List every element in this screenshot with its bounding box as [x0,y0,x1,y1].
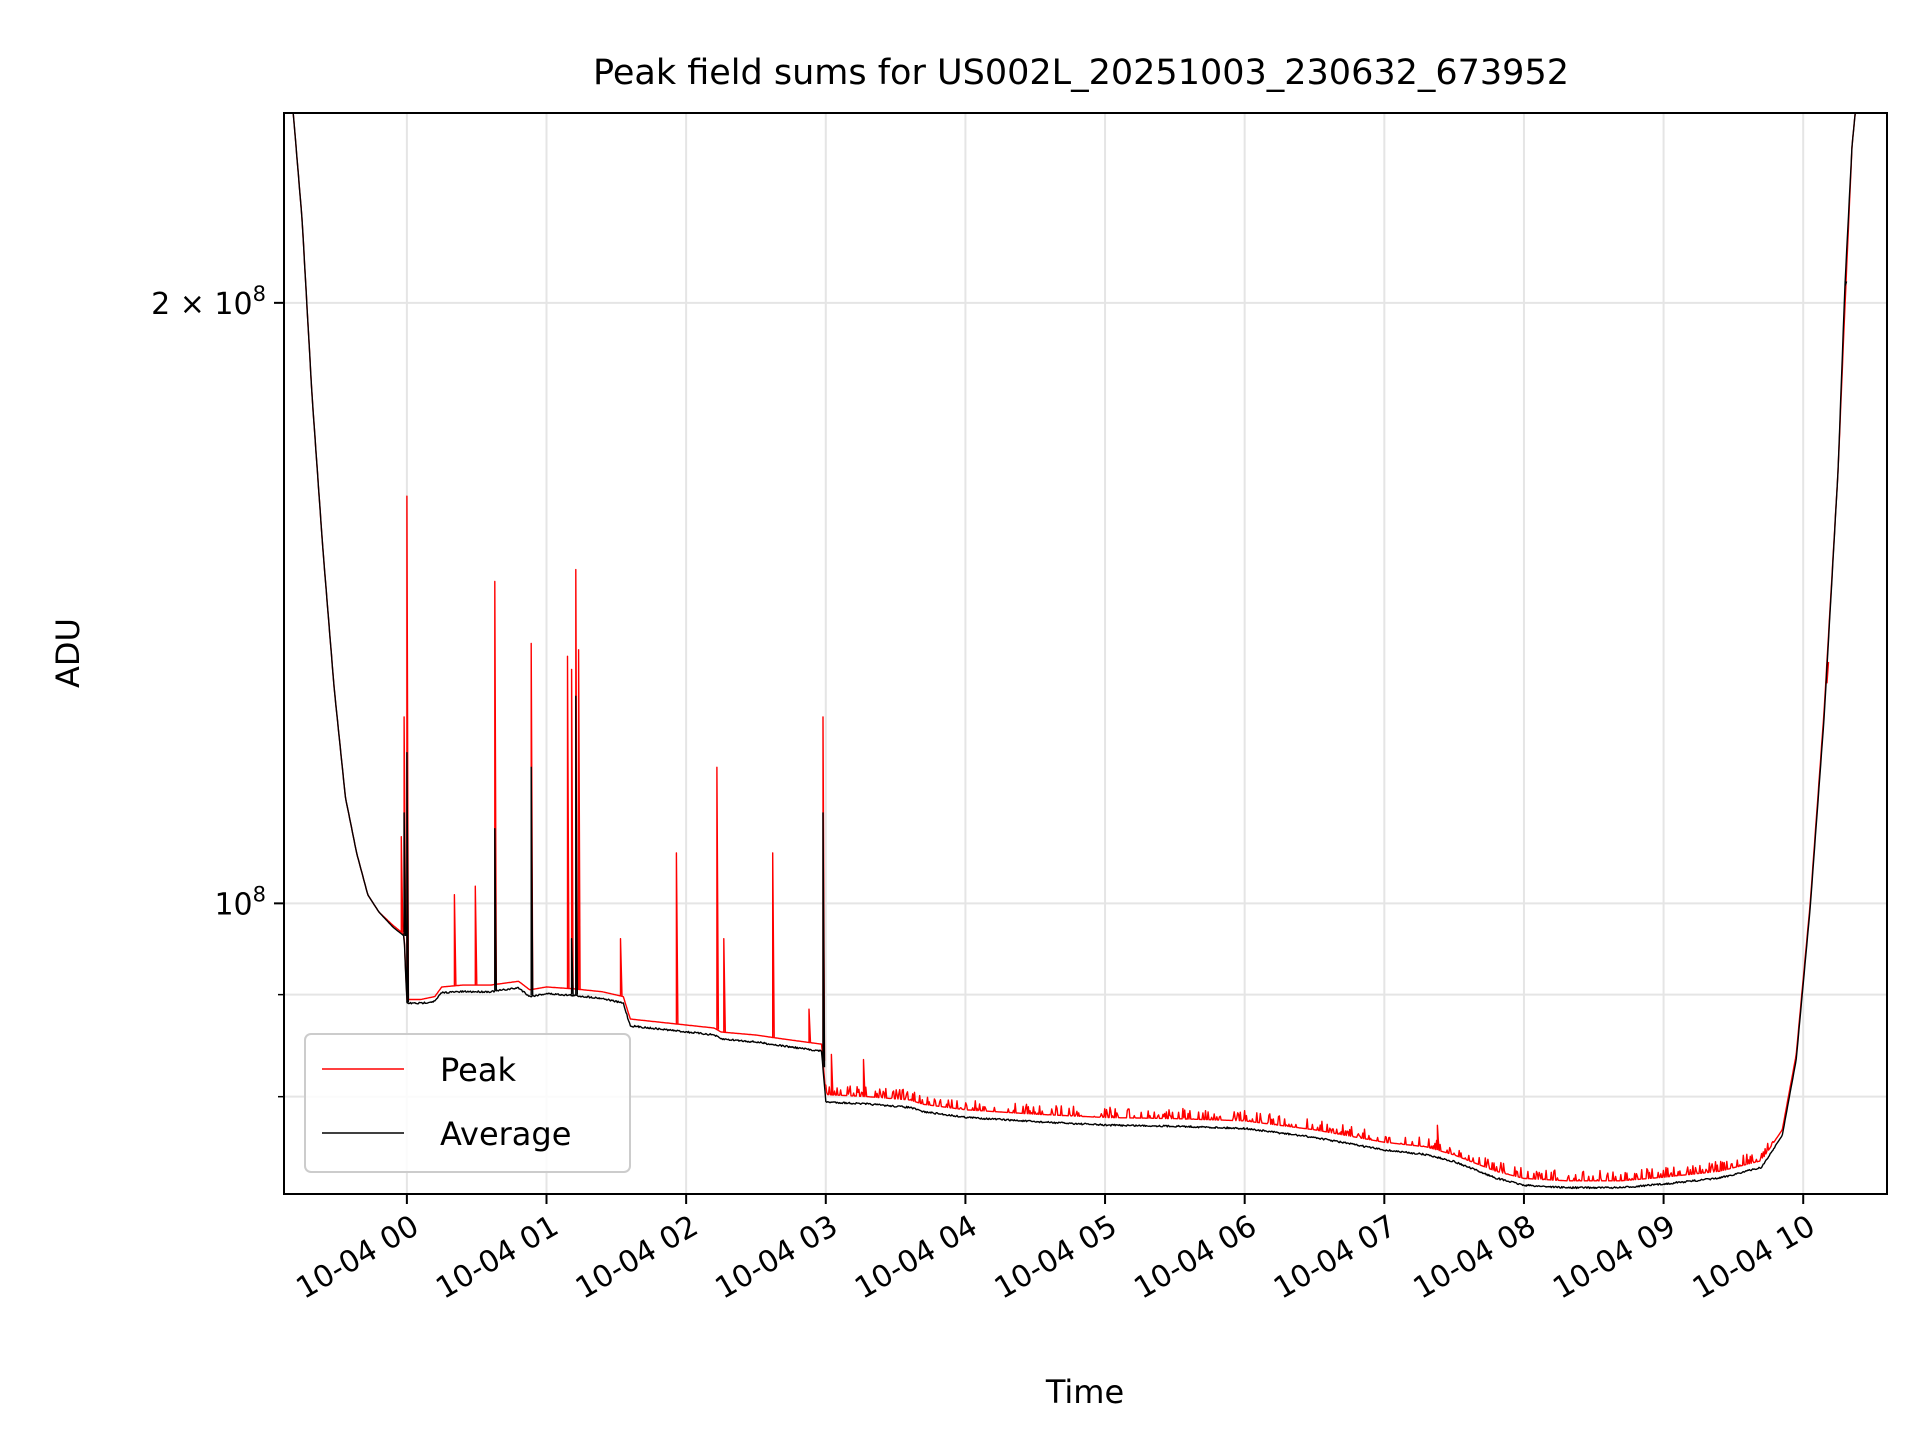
series-layer [292,113,1856,1190]
y-axis-label: ADU [49,618,87,688]
y-tick-label: 108 [214,882,266,922]
legend-label-peak: Peak [440,1051,516,1089]
y-axis: 108 2 × 108 [151,282,284,1098]
y-tick-label: 2 × 108 [151,282,266,322]
legend: Peak Average [304,1033,631,1173]
series-line-average [292,113,1856,1190]
x-axis-label: Time [1045,1373,1124,1411]
plot-area-frame [283,112,1888,1195]
legend-label-average: Average [440,1115,571,1153]
grid-layer [284,113,1887,1194]
chart-title: Peak field sums for US002L_20251003_2306… [593,53,1569,93]
series-line-peak [292,113,1856,1182]
